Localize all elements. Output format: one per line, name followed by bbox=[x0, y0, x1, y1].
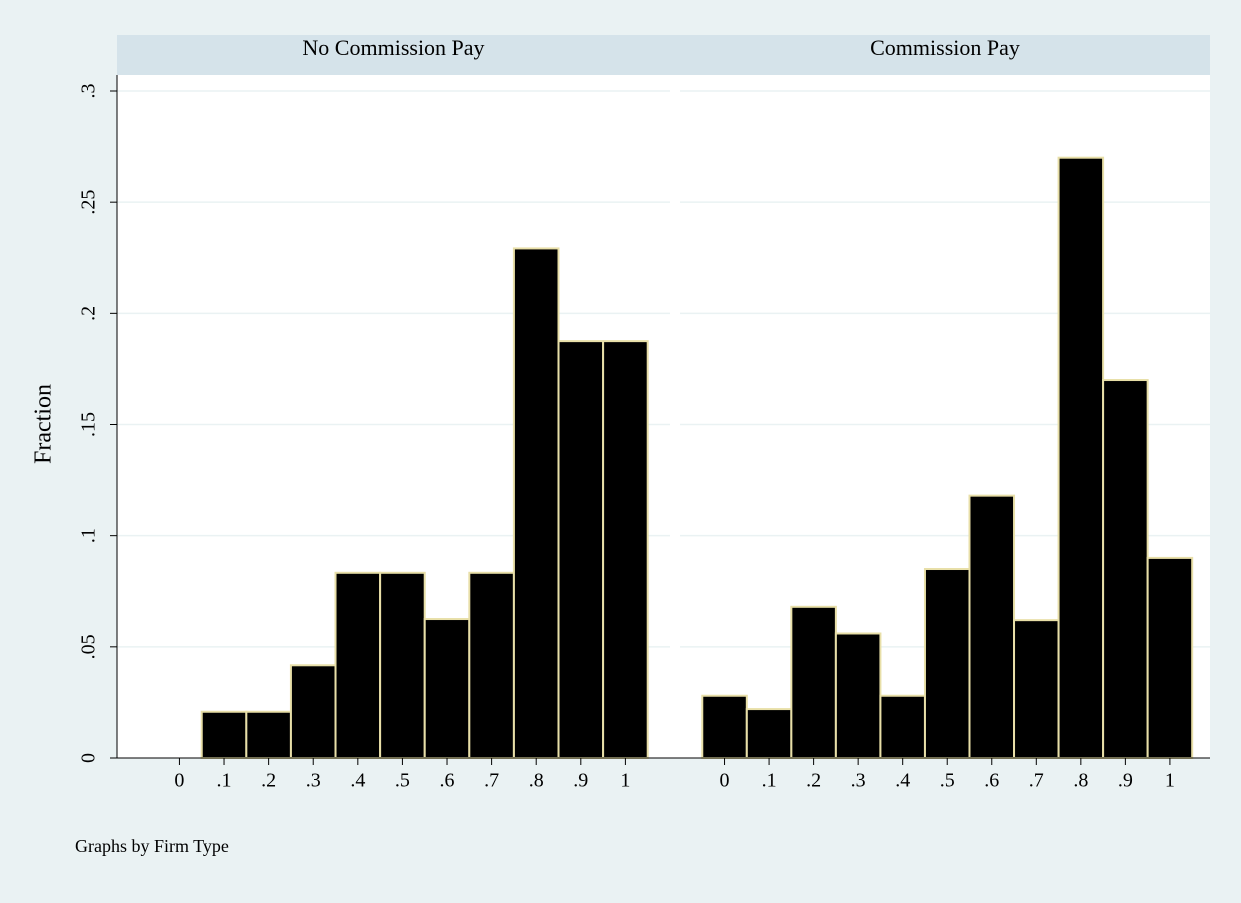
x-tick-label: .3 bbox=[851, 770, 866, 792]
y-tick-label: .15 bbox=[78, 412, 100, 437]
panel-header bbox=[117, 35, 1210, 75]
bar bbox=[334, 571, 382, 759]
bar bbox=[379, 571, 426, 759]
x-tick-label: .4 bbox=[895, 770, 910, 792]
x-tick-label: 0 bbox=[174, 770, 184, 792]
y-tick-label: 0 bbox=[78, 753, 100, 763]
y-axis-label: Fraction bbox=[31, 384, 57, 464]
x-tick-label: .3 bbox=[306, 770, 321, 792]
bar bbox=[1013, 619, 1060, 759]
x-tick-label: .9 bbox=[573, 770, 588, 792]
x-tick-label: .5 bbox=[940, 770, 955, 792]
y-tick-label: .05 bbox=[78, 634, 100, 659]
y-tick-label: .1 bbox=[78, 528, 100, 543]
bar bbox=[1146, 556, 1194, 760]
bar bbox=[879, 694, 926, 759]
x-tick-label: .6 bbox=[440, 770, 455, 792]
x-tick-label: .2 bbox=[261, 770, 276, 792]
panel-title: No Commission Pay bbox=[302, 35, 484, 60]
bar bbox=[557, 340, 605, 759]
x-tick-label: .5 bbox=[395, 770, 410, 792]
bar bbox=[923, 568, 971, 759]
y-tick-label: .2 bbox=[78, 306, 100, 321]
bar bbox=[512, 247, 560, 760]
x-tick-label: .6 bbox=[984, 770, 999, 792]
x-tick-label: .4 bbox=[350, 770, 365, 792]
x-tick-label: .1 bbox=[217, 770, 232, 792]
note: Graphs by Firm Type bbox=[75, 836, 229, 856]
bar bbox=[745, 708, 793, 760]
x-tick-label: .9 bbox=[1118, 770, 1133, 792]
y-tick-label: .3 bbox=[78, 84, 100, 99]
x-tick-label: .7 bbox=[1029, 770, 1044, 792]
y-tick-label: .25 bbox=[78, 190, 100, 215]
x-tick-label: .8 bbox=[529, 770, 544, 792]
bar bbox=[968, 494, 1016, 759]
x-tick-label: 1 bbox=[620, 770, 630, 792]
x-tick-label: .7 bbox=[484, 770, 499, 792]
bar bbox=[790, 605, 837, 760]
x-tick-label: .8 bbox=[1073, 770, 1088, 792]
bar bbox=[423, 618, 471, 760]
x-tick-label: .1 bbox=[762, 770, 777, 792]
bar bbox=[1057, 156, 1105, 759]
bar bbox=[602, 340, 649, 759]
bar bbox=[701, 694, 748, 759]
x-tick-label: 0 bbox=[720, 770, 730, 792]
bar bbox=[468, 571, 515, 759]
bar bbox=[200, 710, 248, 759]
bar bbox=[289, 664, 337, 759]
x-tick-label: .2 bbox=[806, 770, 821, 792]
bar bbox=[834, 632, 882, 760]
bar bbox=[245, 710, 292, 759]
bar bbox=[1102, 379, 1149, 759]
panel-title: Commission Pay bbox=[870, 35, 1020, 60]
x-tick-label: 1 bbox=[1165, 770, 1175, 792]
